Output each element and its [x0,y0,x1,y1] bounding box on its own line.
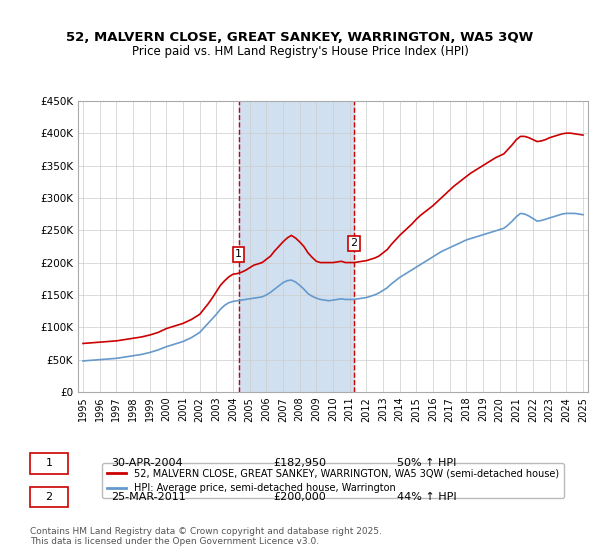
Text: 50% ↑ HPI: 50% ↑ HPI [397,459,457,469]
Text: 30-APR-2004: 30-APR-2004 [111,459,182,469]
FancyBboxPatch shape [30,454,68,474]
Text: 25-MAR-2011: 25-MAR-2011 [111,492,186,502]
Text: 1: 1 [235,249,242,259]
Text: £200,000: £200,000 [273,492,326,502]
Text: Price paid vs. HM Land Registry's House Price Index (HPI): Price paid vs. HM Land Registry's House … [131,45,469,58]
Legend: 52, MALVERN CLOSE, GREAT SANKEY, WARRINGTON, WA5 3QW (semi-detached house), HPI:: 52, MALVERN CLOSE, GREAT SANKEY, WARRING… [102,463,564,498]
Text: 44% ↑ HPI: 44% ↑ HPI [397,492,457,502]
Text: £182,950: £182,950 [273,459,326,469]
FancyBboxPatch shape [30,487,68,507]
Text: 52, MALVERN CLOSE, GREAT SANKEY, WARRINGTON, WA5 3QW: 52, MALVERN CLOSE, GREAT SANKEY, WARRING… [67,31,533,44]
Bar [239,101,354,392]
Text: 2: 2 [350,239,358,248]
Text: 2: 2 [46,492,52,502]
Text: Contains HM Land Registry data © Crown copyright and database right 2025.
This d: Contains HM Land Registry data © Crown c… [30,526,382,546]
Text: 1: 1 [46,459,52,469]
